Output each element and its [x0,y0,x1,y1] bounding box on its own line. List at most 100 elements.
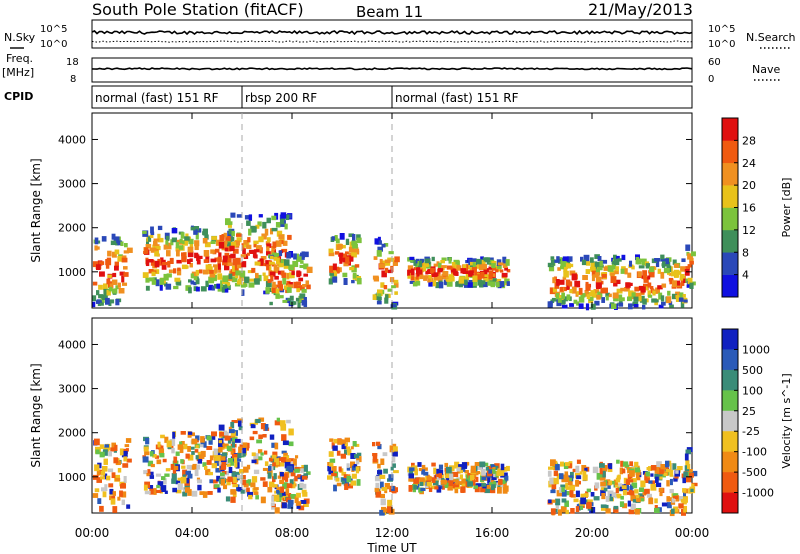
echo-cell [562,256,569,262]
echo-cell [452,269,458,276]
echo-cell [197,255,203,260]
date-label: 21/May/2013 [588,0,693,19]
echo-cell [244,276,250,281]
echo-cell [682,477,686,484]
echo-cell [642,304,646,310]
echo-cell [199,269,203,274]
echo-cell [182,240,188,246]
echo-cell [680,266,686,272]
echo-cell [151,279,157,285]
echo-cell [119,271,125,276]
echo-cell [462,276,469,281]
echo-cell [342,244,346,249]
echo-cell [272,451,278,458]
echo-cell [649,497,653,501]
echo-cell [601,297,606,303]
echo-cell [336,244,340,250]
echo-cell [393,279,399,284]
echo-cell [121,450,128,458]
echo-cell [600,487,606,491]
cpid-strip: CPID normal (fast) 151 RF rbsp 200 RF norm… [4,85,693,109]
echo-cell [278,263,284,268]
echo-cell [550,259,555,266]
echo-cell [102,449,108,456]
echo-cell [497,262,504,266]
echo-cell [470,465,477,471]
echo-cell [285,458,292,462]
echo-cell [582,275,588,281]
echo-cell [665,468,671,473]
echo-cell [433,480,439,486]
echo-cell [266,243,272,248]
echo-cell [226,479,231,486]
echo-cell [468,258,472,266]
echo-cell [595,268,600,276]
freq-tick-bottom: 8 [70,74,76,85]
echo-cell [293,458,297,466]
colorbar-tick-label: 12 [742,224,756,237]
echo-cell [214,484,220,488]
echo-cell [187,259,191,265]
echo-cell [280,462,285,467]
echo-cell [345,251,349,255]
echo-cell [354,264,360,268]
echo-cell [274,442,279,450]
echo-cell [113,457,119,464]
echo-cell [287,298,291,302]
echo-cell [343,261,349,267]
echo-cell [279,479,285,485]
echo-cell [442,271,449,276]
echo-cell [114,261,119,267]
echo-cell [595,281,600,288]
echo-cell [277,280,282,285]
echo-cell [230,461,235,466]
echo-cell [306,471,311,475]
echo-cell [204,242,211,248]
echo-cell [115,242,119,246]
echo-cell [619,297,625,302]
echo-cell [119,490,123,497]
echo-cell [179,441,183,446]
echo-cell [188,279,192,283]
echo-cell [685,460,690,467]
echo-cell [119,448,124,456]
echo-cell [593,496,600,501]
echo-cell [351,473,357,479]
echo-cell [376,250,382,257]
echo-cell [213,275,217,282]
echo-cell [190,226,196,231]
chart-title: South Pole Station (fitACF) [92,0,304,19]
echo-cell [288,458,295,462]
echo-cell [675,295,680,302]
echo-cell [227,255,232,259]
echo-cell [616,475,620,479]
echo-cell [200,450,206,457]
echo-cell [561,489,567,497]
echo-cell [115,460,121,466]
echo-cell [268,465,272,472]
echo-cell [205,264,212,270]
echo-cell [580,256,584,262]
echo-cell [435,282,441,289]
echo-cell [233,476,237,484]
echo-cell [277,475,282,479]
echo-cell [672,495,679,500]
echo-cell [580,293,586,298]
echo-cell [210,249,215,254]
echo-cell [213,479,218,484]
echo-cell [426,269,431,275]
nsearch-label: N.Search [746,31,796,44]
echo-cell [220,280,224,287]
echo-cell [145,438,150,445]
echo-cell [460,268,467,274]
echo-cell [275,456,281,460]
colorbar-swatch [722,229,738,253]
echo-cell [600,504,607,508]
echo-cell [241,475,246,482]
echo-cell [231,454,238,459]
echo-cell [430,277,434,283]
echo-cell [669,304,674,308]
echo-cell [154,260,160,268]
echo-cell [253,254,258,259]
noise-strip: N.Sky 10^5 10^0 10^5 10^0 N.Search [4,19,796,50]
